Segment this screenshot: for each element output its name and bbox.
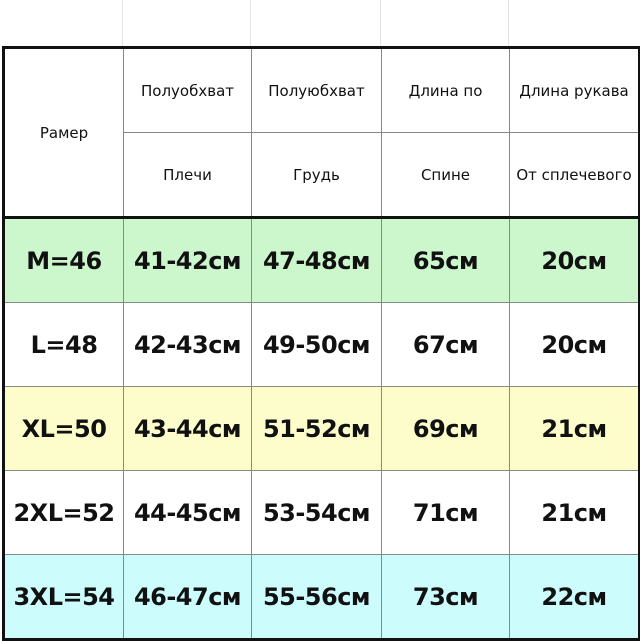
measurement-cell: 73см [381,554,510,640]
gridline [380,0,381,47]
size-cell: 3XL=54 [3,554,124,640]
measurement-cell: 41-42см [123,217,252,303]
measurement-cell: 47-48см [251,217,382,303]
gridline [250,0,251,47]
measurement-cell: 44-45см [123,470,252,555]
measurement-cell: 42-43см [123,302,252,387]
measurement-cell: 69см [381,386,510,471]
measurement-cell: 65см [381,217,510,303]
measurement-cell: 21см [509,470,640,555]
column-header: Длина по [381,47,510,133]
measurement-cell: 49-50см [251,302,382,387]
measurement-cell: 46-47см [123,554,252,640]
header-row-2: Плечи Грудь Спине От сплечевого [4,132,640,219]
measurement-cell: 67см [381,302,510,387]
size-cell: L=48 [3,302,124,387]
table-row: 2XL=52 44-45см 53-54см 71см 21см [3,470,640,555]
column-subheader: Спине [381,132,510,219]
column-header: Длина рукава [509,47,640,133]
size-header: Рамер [3,47,124,219]
measurement-cell: 43-44см [123,386,252,471]
column-header: Полуюбхват [251,47,382,133]
measurement-cell: 20см [509,302,640,387]
table-row: XL=50 43-44см 51-52см 69см 21см [3,386,640,471]
column-subheader: Плечи [123,132,252,219]
gridline [122,0,123,47]
header-row-1: Рамер Полуобхват Полуюбхват Длина по Дли… [3,47,640,219]
column-subheader: От сплечевого [509,132,640,219]
gridline [508,0,509,47]
table-row: L=48 42-43см 49-50см 67см 20см [3,302,640,387]
measurement-cell: 53-54см [251,470,382,555]
measurement-cell: 21см [509,386,640,471]
column-header: Полуобхват [123,47,252,133]
measurement-cell: 55-56см [251,554,382,640]
size-chart-table: Рамер Полуобхват Полуюбхват Длина по Дли… [2,46,640,641]
size-cell: 2XL=52 [3,470,124,555]
table-row: M=46 41-42см 47-48см 65см 20см [3,217,640,303]
measurement-cell: 51-52см [251,386,382,471]
measurement-cell: 20см [509,217,640,303]
size-cell: XL=50 [3,386,124,471]
measurement-cell: 22см [509,554,640,640]
size-cell: M=46 [3,217,124,303]
column-subheader: Грудь [251,132,382,219]
measurement-cell: 71см [381,470,510,555]
table-row: 3XL=54 46-47см 55-56см 73см 22см [3,554,640,640]
